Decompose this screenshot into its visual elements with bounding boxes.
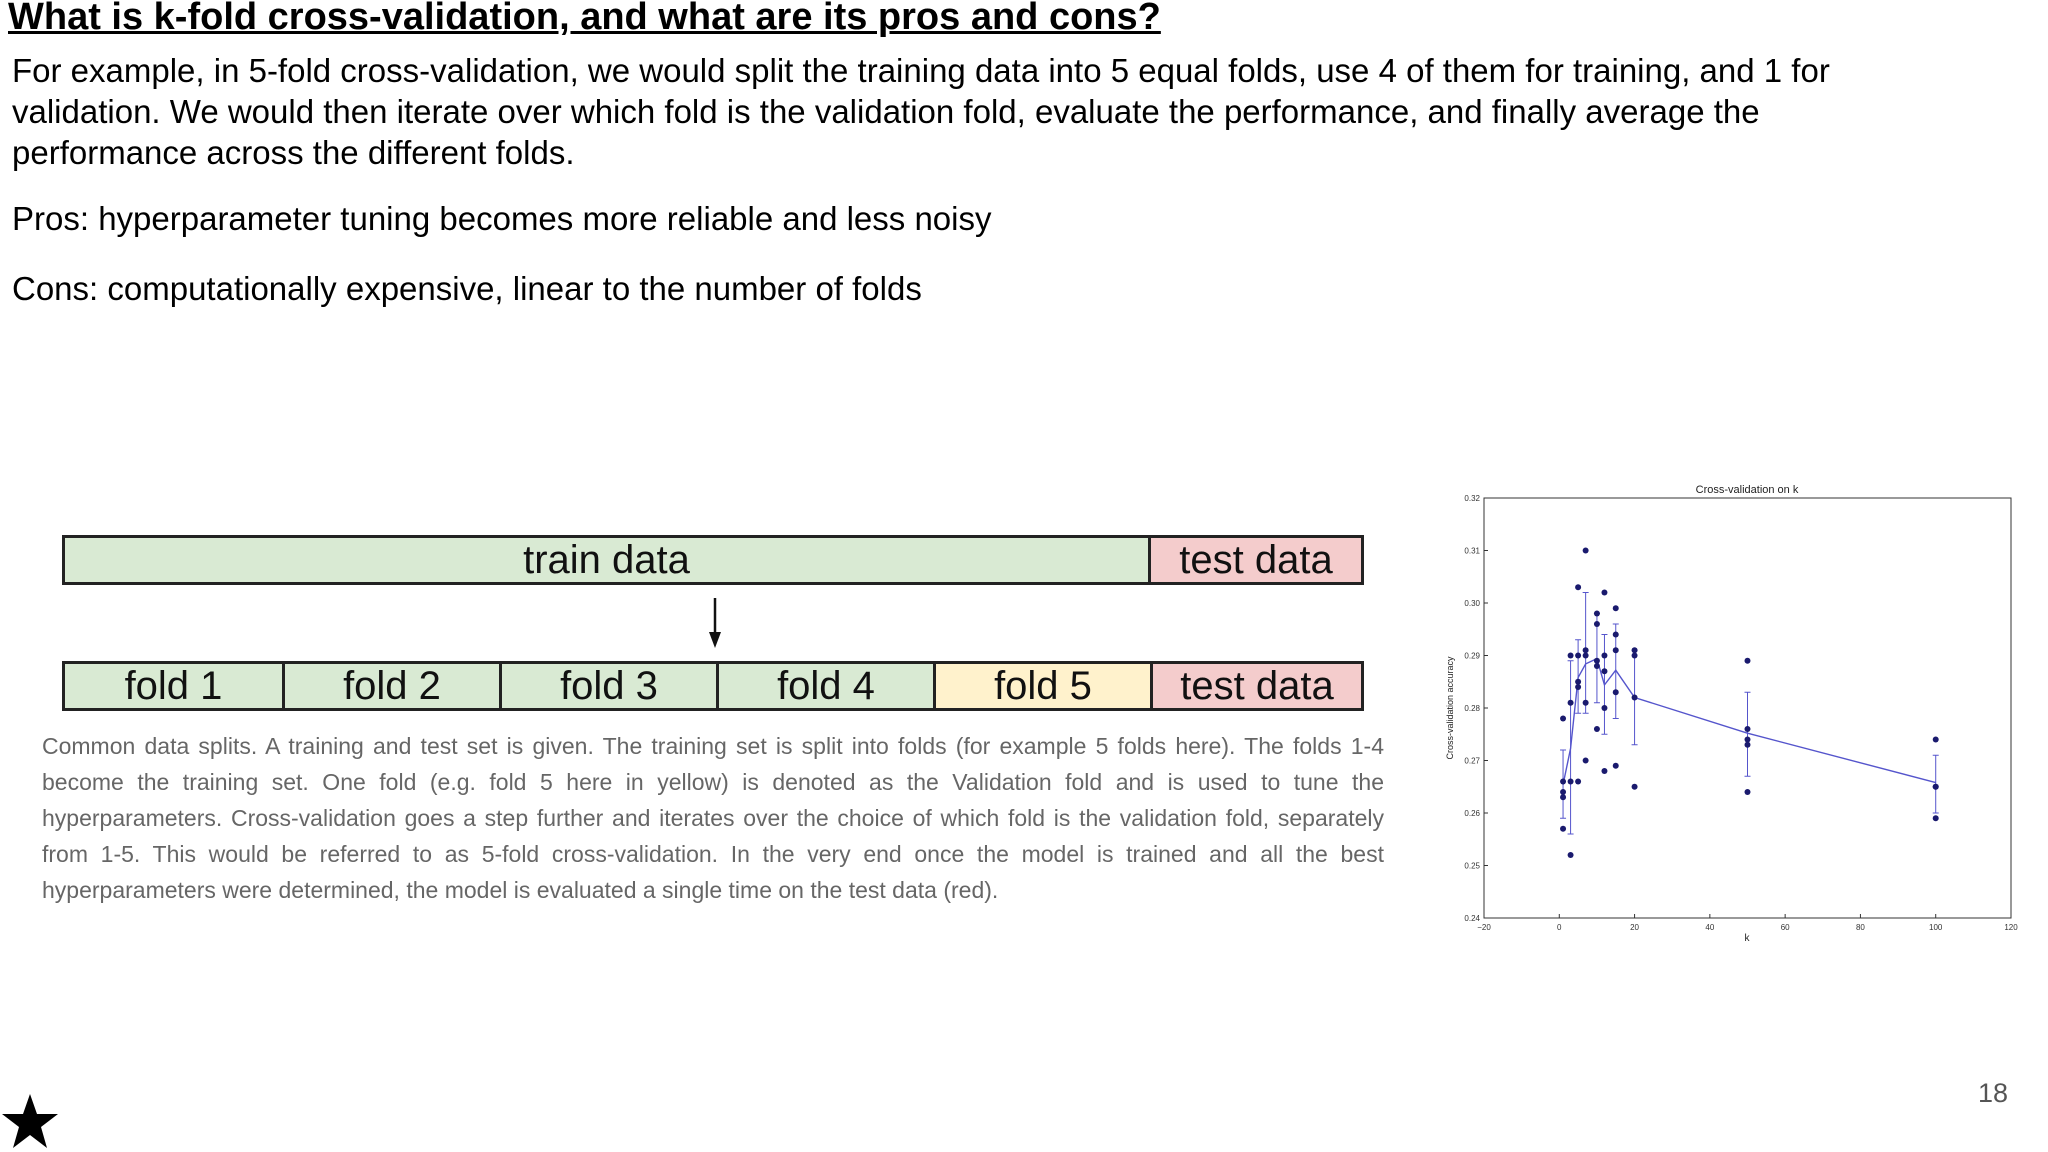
test-data-block-2: test data bbox=[1150, 664, 1361, 708]
down-arrow-icon bbox=[709, 598, 721, 648]
data-point bbox=[1631, 647, 1638, 654]
intro-paragraph: For example, in 5-fold cross-validation,… bbox=[12, 52, 1830, 171]
data-point bbox=[1560, 778, 1567, 785]
y-tick-label: 0.30 bbox=[1464, 599, 1480, 608]
data-point bbox=[1582, 652, 1589, 659]
data-point bbox=[1932, 783, 1939, 790]
pros-text: Pros: hyperparameter tuning becomes more… bbox=[12, 200, 992, 237]
y-tick-label: 0.24 bbox=[1464, 914, 1480, 923]
cross-validation-chart: Cross-validation on k k Cross-validation… bbox=[1445, 484, 2018, 944]
data-point bbox=[1744, 657, 1751, 664]
y-tick-label: 0.26 bbox=[1464, 809, 1480, 818]
data-point bbox=[1575, 652, 1582, 659]
data-point bbox=[1612, 689, 1619, 696]
y-tick-label: 0.31 bbox=[1464, 547, 1480, 556]
data-point bbox=[1932, 815, 1939, 822]
y-tick-label: 0.27 bbox=[1464, 757, 1480, 766]
data-point bbox=[1575, 678, 1582, 685]
data-point bbox=[1593, 657, 1600, 664]
data-point bbox=[1560, 825, 1567, 832]
folds-bar: fold 1 fold 2 fold 3 fold 4 fold 5 test … bbox=[62, 661, 1364, 711]
data-point bbox=[1744, 726, 1751, 732]
data-point bbox=[1593, 663, 1600, 669]
data-point bbox=[1601, 668, 1608, 675]
y-tick-label: 0.32 bbox=[1464, 494, 1480, 503]
chart-title: Cross-validation on k bbox=[1696, 484, 1799, 496]
x-tick-label: −20 bbox=[1477, 923, 1491, 932]
x-tick-label: 120 bbox=[2004, 923, 2018, 932]
data-point bbox=[1593, 610, 1600, 617]
data-point bbox=[1567, 699, 1574, 706]
test-data-block: test data bbox=[1148, 538, 1361, 582]
data-point bbox=[1560, 794, 1567, 801]
data-point bbox=[1601, 589, 1608, 596]
x-tick-label: 60 bbox=[1781, 923, 1790, 932]
x-axis-label: k bbox=[1745, 933, 1751, 944]
page-number: 18 bbox=[1978, 1078, 2009, 1108]
data-point bbox=[1612, 605, 1619, 612]
data-point bbox=[1744, 789, 1751, 795]
train-test-bar: train data test data bbox=[62, 535, 1364, 585]
y-axis-label: Cross-validation accuracy bbox=[1445, 656, 1455, 760]
data-point bbox=[1593, 621, 1600, 627]
x-tick-label: 80 bbox=[1856, 923, 1865, 932]
data-point bbox=[1932, 736, 1939, 743]
data-point bbox=[1631, 783, 1638, 790]
fold-2-block: fold 2 bbox=[282, 664, 499, 708]
fold-3-block: fold 3 bbox=[499, 664, 716, 708]
fold-4-block: fold 4 bbox=[716, 664, 933, 708]
data-point bbox=[1582, 757, 1589, 764]
data-point bbox=[1744, 741, 1751, 748]
data-point bbox=[1560, 715, 1567, 722]
x-tick-label: 0 bbox=[1557, 923, 1562, 932]
x-tick-label: 100 bbox=[1929, 923, 1943, 932]
data-point bbox=[1582, 699, 1589, 706]
data-point bbox=[1575, 778, 1582, 785]
x-tick-label: 40 bbox=[1705, 923, 1714, 932]
data-point bbox=[1593, 726, 1600, 732]
data-point bbox=[1744, 736, 1751, 743]
data-point bbox=[1567, 652, 1574, 659]
data-point bbox=[1631, 694, 1638, 701]
train-data-block: train data bbox=[65, 538, 1148, 582]
data-point bbox=[1567, 778, 1574, 785]
mean-accuracy-line bbox=[1562, 657, 1936, 785]
data-point bbox=[1612, 647, 1619, 654]
cons-text: Cons: computationally expensive, linear … bbox=[12, 270, 922, 307]
data-point bbox=[1567, 852, 1574, 858]
star-icon bbox=[2, 1094, 58, 1148]
slide-title: What is k-fold cross-validation, and wha… bbox=[8, 0, 1161, 38]
y-tick-label: 0.25 bbox=[1464, 862, 1480, 871]
data-point bbox=[1612, 762, 1619, 769]
data-point bbox=[1601, 768, 1608, 774]
data-point bbox=[1582, 547, 1589, 554]
data-point bbox=[1575, 584, 1582, 591]
y-tick-label: 0.28 bbox=[1464, 704, 1480, 713]
data-point bbox=[1631, 652, 1638, 659]
data-point bbox=[1575, 684, 1582, 690]
fold-1-block: fold 1 bbox=[65, 664, 282, 708]
fold-5-block: fold 5 bbox=[933, 664, 1150, 708]
data-point bbox=[1582, 647, 1589, 654]
x-tick-label: 20 bbox=[1630, 923, 1639, 932]
data-point bbox=[1601, 652, 1608, 659]
data-point bbox=[1560, 789, 1567, 795]
data-point bbox=[1601, 705, 1608, 711]
y-tick-label: 0.29 bbox=[1464, 652, 1480, 661]
data-point bbox=[1612, 631, 1619, 638]
diagram-caption: Common data splits. A training and test … bbox=[42, 733, 1384, 903]
